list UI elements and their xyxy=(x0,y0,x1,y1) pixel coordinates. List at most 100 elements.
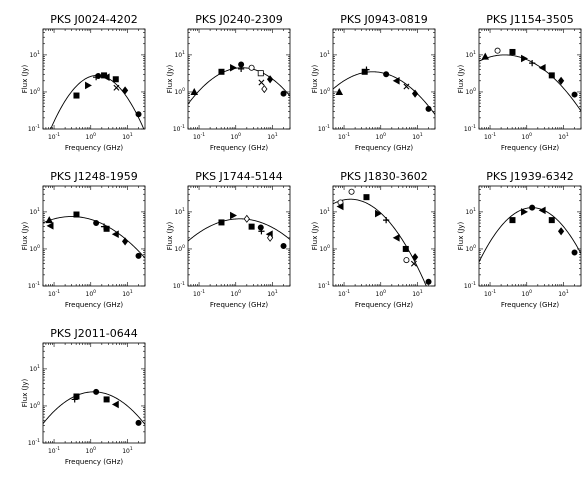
plot-frame xyxy=(42,185,146,287)
data-point-triangle-left xyxy=(336,202,344,211)
data-point-open-circle xyxy=(348,188,355,195)
y-tick-label: 101 xyxy=(319,207,330,216)
data-point-square xyxy=(103,225,110,232)
data-point-triangle-left xyxy=(392,77,400,85)
y-tick-label: 101 xyxy=(174,207,185,216)
fit-curve xyxy=(333,71,435,115)
fit-curve xyxy=(479,207,581,263)
data-point-triangle-up xyxy=(190,88,199,95)
x-tick-label: 101 xyxy=(267,132,278,141)
data-point-diamond xyxy=(411,253,419,262)
y-tick-label: 100 xyxy=(174,87,185,96)
data-point-plus xyxy=(529,60,536,67)
panel-title: PKS J1744-5144 xyxy=(195,170,283,183)
plot-frame xyxy=(332,28,436,130)
plot-frame xyxy=(332,185,436,287)
x-tick-label: 100 xyxy=(522,132,533,141)
data-point-diamond xyxy=(121,86,129,95)
panel-7: PKS J1830-3602 10-1 100 101 10-1 100 101 Freque… xyxy=(311,170,436,309)
y-tick-label: 100 xyxy=(29,87,40,96)
x-tick-label: 100 xyxy=(376,289,387,298)
panel-3: PKS J0943-0819 10-1 100 101 10-1 100 101 Freque… xyxy=(311,13,436,152)
data-point-circle xyxy=(425,278,432,285)
data-point-diamond xyxy=(557,76,565,85)
plot-frame xyxy=(478,185,582,287)
data-point-plus xyxy=(238,65,245,72)
y-axis-label: Flux (Jy) xyxy=(21,379,29,408)
data-point-open-circle xyxy=(494,47,501,54)
data-point-square xyxy=(363,194,370,201)
panel-title: PKS J1830-3602 xyxy=(340,170,428,183)
plot-frame xyxy=(187,28,291,130)
data-point-triangle-left xyxy=(111,230,119,238)
y-axis-label: Flux (Jy) xyxy=(166,222,174,251)
y-tick-label: 10-1 xyxy=(464,124,476,133)
x-tick-label: 101 xyxy=(558,289,569,298)
data-point-square xyxy=(548,217,555,224)
data-point-triangle-up xyxy=(481,52,490,60)
data-point-circle xyxy=(571,91,578,98)
y-tick-label: 100 xyxy=(29,244,40,253)
y-tick-label: 10-1 xyxy=(173,124,185,133)
data-point-circle xyxy=(135,252,142,259)
data-point-triangle-left xyxy=(538,206,546,215)
x-tick-label: 10-1 xyxy=(338,289,350,298)
y-axis-label: Flux (Jy) xyxy=(311,65,319,94)
data-point-square xyxy=(112,76,119,83)
y-tick-label: 10-1 xyxy=(28,124,40,133)
x-tick-label: 100 xyxy=(231,289,242,298)
y-tick-label: 10-1 xyxy=(464,281,476,290)
y-tick-label: 100 xyxy=(319,244,330,253)
x-tick-label: 10-1 xyxy=(338,132,350,141)
data-point-circle xyxy=(135,111,142,118)
data-point-triangle-up xyxy=(335,88,344,95)
data-point-diamond xyxy=(266,75,274,84)
data-point-cross xyxy=(403,83,410,90)
data-point-triangle-left xyxy=(538,63,546,72)
x-tick-label: 100 xyxy=(86,289,97,298)
plot-frame xyxy=(187,185,291,287)
fit-curve xyxy=(333,198,427,286)
y-axis-label: Flux (Jy) xyxy=(21,222,29,251)
y-axis-label: Flux (Jy) xyxy=(21,65,29,94)
data-point-open-diamond xyxy=(261,84,268,94)
data-point-circle xyxy=(571,249,578,256)
data-point-circle xyxy=(425,105,432,112)
x-tick-label: 10-1 xyxy=(193,289,205,298)
fit-curve xyxy=(188,67,290,105)
x-tick-label: 101 xyxy=(122,289,133,298)
data-point-open-square xyxy=(257,70,264,77)
data-point-open-diamond xyxy=(243,214,250,223)
x-axis-label: Frequency (GHz) xyxy=(355,144,413,152)
data-point-open-circle xyxy=(403,257,410,264)
data-point-triangle-left xyxy=(392,234,400,242)
data-point-square xyxy=(218,219,225,226)
panel-8: PKS J1939-6342 10-1 100 101 10-1 100 101 Freque… xyxy=(457,170,582,309)
plot-frame xyxy=(478,28,582,130)
y-tick-label: 10-1 xyxy=(173,281,185,290)
x-axis-label: Frequency (GHz) xyxy=(65,458,123,466)
x-axis-label: Frequency (GHz) xyxy=(65,301,123,309)
data-point-triangle-right xyxy=(521,54,528,63)
y-tick-label: 100 xyxy=(29,401,40,410)
data-point-circle xyxy=(383,71,390,78)
y-tick-label: 100 xyxy=(465,244,476,253)
x-axis-label: Frequency (GHz) xyxy=(210,144,268,152)
data-point-plus xyxy=(363,66,370,73)
y-tick-label: 101 xyxy=(174,50,185,59)
plot-frame xyxy=(42,342,146,444)
data-point-square xyxy=(73,393,80,400)
y-axis-label: Flux (Jy) xyxy=(457,65,465,94)
panel-4: PKS J1154-3505 10-1 100 101 10-1 100 101 Freque… xyxy=(457,13,582,152)
data-point-square xyxy=(73,92,80,99)
data-point-triangle-right xyxy=(230,211,237,220)
y-tick-label: 101 xyxy=(465,207,476,216)
data-point-circle xyxy=(95,72,102,79)
data-point-plus xyxy=(258,228,265,235)
fit-curve xyxy=(188,218,290,242)
x-axis-label: Frequency (GHz) xyxy=(65,144,123,152)
data-point-square xyxy=(73,211,80,218)
panel-9: PKS J2011-0644 10-1 100 101 10-1 100 101 Freque… xyxy=(21,327,146,466)
data-point-square xyxy=(509,217,516,224)
